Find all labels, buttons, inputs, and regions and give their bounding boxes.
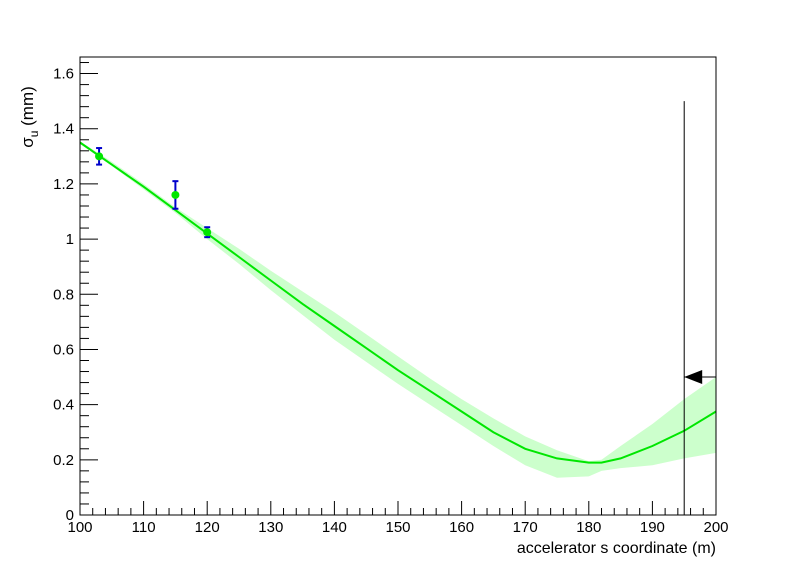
confidence-band xyxy=(80,141,716,478)
x-tick-label: 110 xyxy=(132,519,156,536)
data-point-1 xyxy=(95,152,104,161)
x-tick-label: 180 xyxy=(576,519,601,536)
data-point-2 xyxy=(171,190,180,199)
fit-curve-line xyxy=(79,141,717,464)
x-tick-label: 120 xyxy=(195,519,220,536)
fit-curve-layer xyxy=(79,141,717,464)
x-tick-label: 190 xyxy=(640,519,665,536)
y-axis: 0 0.2 0.4 0.6 0.8 1 1.2 1.4 1.6 xyxy=(53,62,98,524)
y-tick-label: 0.8 xyxy=(53,286,74,303)
arrow-head xyxy=(684,370,703,385)
marker-layer xyxy=(683,101,716,515)
x-tick-label: 100 xyxy=(67,519,92,536)
data-point-3 xyxy=(203,228,212,237)
confidence-band-layer xyxy=(80,141,716,478)
x-axis: 100 110 120 130 140 150 160 170 180 190 200 xyxy=(67,501,729,536)
y-axis-label: σu (mm) xyxy=(18,86,41,148)
y-axis-label-symbol: σ xyxy=(18,137,37,148)
x-tick-label: 150 xyxy=(385,519,410,536)
y-tick-label: 0.4 xyxy=(53,397,74,414)
y-tick-label: 0.6 xyxy=(53,341,74,358)
x-tick-label: 130 xyxy=(258,519,283,536)
y-tick-label: 1.4 xyxy=(53,121,74,138)
data-points-layer xyxy=(95,147,212,239)
y-tick-label: 1.6 xyxy=(53,66,74,83)
y-axis-label-subscript: u xyxy=(27,131,41,138)
y-tick-label: 0.2 xyxy=(53,452,74,469)
y-tick-label: 0 xyxy=(66,507,74,524)
y-tick-label: 1 xyxy=(66,231,74,248)
x-tick-label: 200 xyxy=(703,519,728,536)
x-axis-label: accelerator s coordinate (m) xyxy=(517,540,716,557)
x-tick-label: 170 xyxy=(513,519,538,536)
y-axis-label-unit: (mm) xyxy=(18,86,37,130)
x-tick-label: 160 xyxy=(449,519,474,536)
y-tick-label: 1.2 xyxy=(53,176,74,193)
x-tick-label: 140 xyxy=(322,519,347,536)
